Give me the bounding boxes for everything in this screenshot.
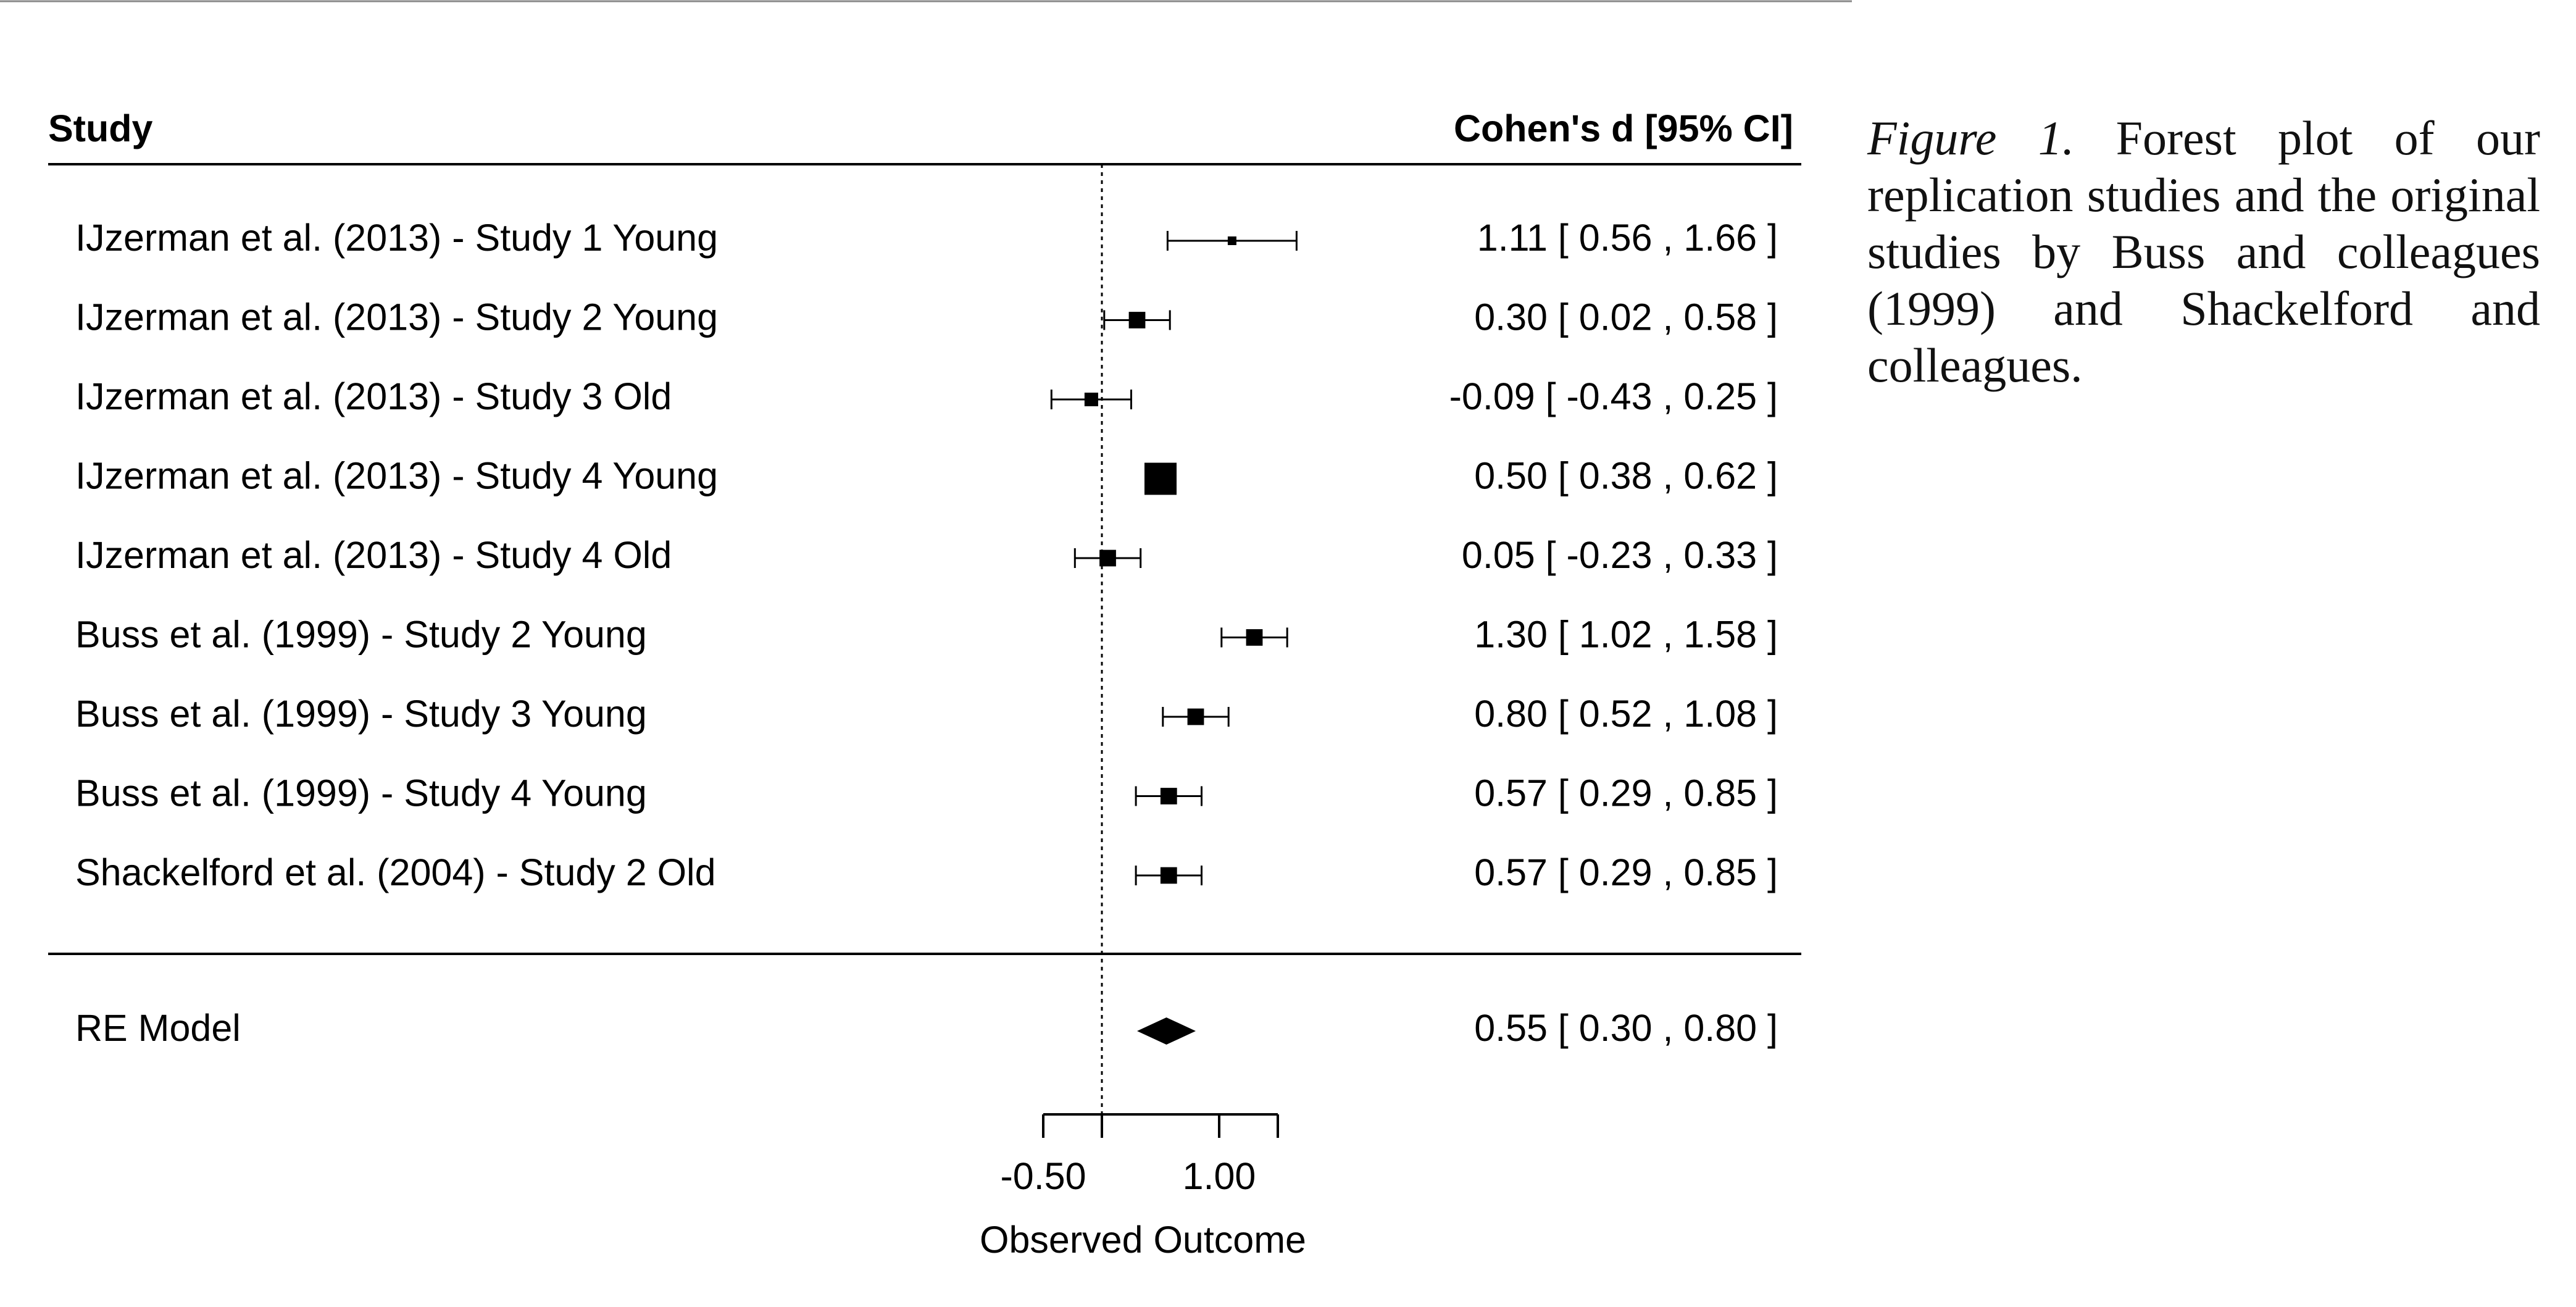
caption-label: Figure 1. [1867, 111, 2075, 165]
study-label: IJzerman et al. (2013) - Study 3 Old [75, 375, 672, 417]
effect-marker [1227, 236, 1236, 245]
study-label: IJzerman et al. (2013) - Study 1 Young [75, 217, 718, 259]
x-axis-label: Observed Outcome [980, 1219, 1306, 1261]
study-label: IJzerman et al. (2013) - Study 4 Old [75, 534, 672, 576]
study-effect-text: -0.09 [ -0.43 , 0.25 ] [1449, 375, 1778, 417]
study-effect-text: 0.57 [ 0.29 , 0.85 ] [1474, 851, 1778, 893]
effect-marker [1246, 629, 1263, 646]
study-effect-text: 0.30 [ 0.02 , 0.58 ] [1474, 296, 1778, 338]
study-effect-text: 1.30 [ 1.02 , 1.58 ] [1474, 614, 1778, 656]
summary-effect-text: 0.55 [ 0.30 , 0.80 ] [1474, 1007, 1778, 1049]
study-effect-text: 1.11 [ 0.56 , 1.66 ] [1477, 217, 1778, 259]
effect-marker [1099, 549, 1116, 567]
study-label: Buss et al. (1999) - Study 4 Young [75, 772, 647, 814]
study-effect-text: 0.05 [ -0.23 , 0.33 ] [1462, 534, 1778, 576]
study-effect-text: 0.80 [ 0.52 , 1.08 ] [1474, 693, 1778, 735]
effect-marker [1187, 708, 1204, 725]
summary-label: RE Model [75, 1007, 241, 1049]
study-label: IJzerman et al. (2013) - Study 2 Young [75, 296, 718, 338]
effect-marker [1160, 788, 1177, 804]
header-effect-size: Cohen's d [95% CI] [1454, 107, 1793, 149]
study-effect-text: 0.50 [ 0.38 , 0.62 ] [1474, 455, 1778, 497]
forest-plot: Study Cohen's d [95% CI] IJzerman et al. (… [0, 0, 1852, 1261]
study-effect-text: 0.57 [ 0.29 , 0.85 ] [1474, 772, 1778, 814]
effect-marker [1128, 312, 1146, 328]
study-label: IJzerman et al. (2013) - Study 4 Young [75, 455, 718, 497]
study-label: Buss et al. (1999) - Study 2 Young [75, 614, 647, 656]
study-label: Shackelford et al. (2004) - Study 2 Old [75, 851, 716, 893]
x-tick-label: 1.00 [1183, 1155, 1256, 1197]
effect-marker [1084, 392, 1098, 407]
caption-text: Forest plot of our replication studies a… [1867, 111, 2540, 392]
x-tick-label: -0.50 [1000, 1155, 1086, 1197]
study-label: Buss et al. (1999) - Study 3 Young [75, 693, 647, 735]
figure-caption: Figure 1. Forest plot of our replication… [1867, 110, 2540, 394]
effect-marker [1144, 462, 1177, 495]
effect-marker [1160, 867, 1177, 884]
header-study: Study [48, 107, 153, 149]
summary-diamond [1137, 1017, 1196, 1045]
